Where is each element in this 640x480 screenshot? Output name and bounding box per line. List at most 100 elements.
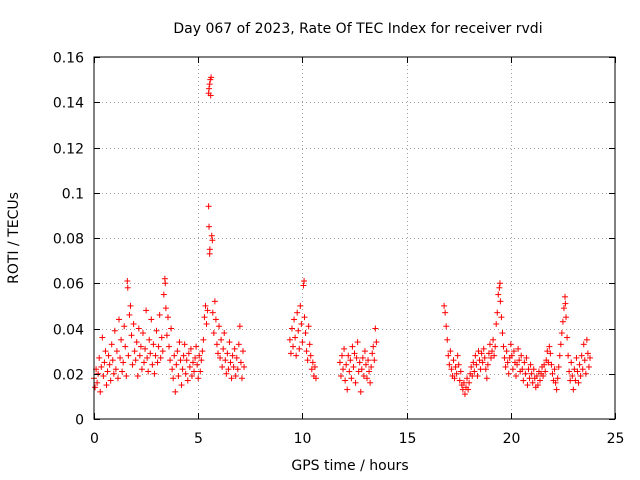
data-point bbox=[569, 373, 576, 380]
data-point bbox=[92, 384, 99, 391]
data-point bbox=[146, 336, 153, 343]
x-tick-label: 5 bbox=[194, 431, 203, 447]
y-tick-label: 0.1 bbox=[62, 187, 84, 203]
data-point bbox=[564, 334, 571, 341]
data-point bbox=[585, 363, 592, 370]
data-point bbox=[370, 343, 377, 350]
data-point bbox=[355, 368, 362, 375]
data-point bbox=[112, 366, 119, 373]
data-point bbox=[128, 332, 135, 339]
data-point bbox=[540, 373, 547, 380]
data-point bbox=[110, 370, 117, 377]
data-point bbox=[286, 336, 293, 343]
y-tick-label: 0.02 bbox=[53, 368, 84, 384]
data-point bbox=[134, 373, 141, 380]
data-point bbox=[229, 352, 236, 359]
data-point bbox=[493, 320, 500, 327]
data-point bbox=[296, 345, 303, 352]
data-point bbox=[305, 323, 312, 330]
data-point bbox=[177, 357, 184, 364]
data-point bbox=[480, 345, 487, 352]
data-point bbox=[481, 354, 488, 361]
data-point bbox=[178, 382, 185, 389]
data-point bbox=[525, 366, 532, 373]
data-point bbox=[461, 391, 468, 398]
data-point bbox=[302, 330, 309, 337]
data-point bbox=[442, 309, 449, 316]
data-point bbox=[460, 379, 467, 386]
data-point bbox=[208, 74, 215, 81]
data-point bbox=[373, 339, 380, 346]
data-point bbox=[582, 370, 589, 377]
data-point bbox=[565, 352, 572, 359]
data-point bbox=[581, 357, 588, 364]
data-point bbox=[291, 316, 298, 323]
data-point bbox=[224, 350, 231, 357]
data-point bbox=[344, 386, 351, 393]
data-point bbox=[156, 311, 163, 318]
data-point bbox=[164, 314, 171, 321]
data-point bbox=[233, 354, 240, 361]
data-point bbox=[341, 345, 348, 352]
data-point bbox=[464, 375, 471, 382]
data-point bbox=[498, 314, 505, 321]
data-point bbox=[360, 373, 367, 380]
y-tick-label: 0.04 bbox=[53, 323, 84, 339]
data-point bbox=[228, 375, 235, 382]
data-point bbox=[230, 363, 237, 370]
data-point bbox=[109, 357, 116, 364]
data-point bbox=[578, 352, 585, 359]
data-point bbox=[577, 373, 584, 380]
data-point bbox=[575, 379, 582, 386]
data-point bbox=[209, 309, 216, 316]
data-point bbox=[504, 359, 511, 366]
data-point bbox=[451, 375, 458, 382]
data-points bbox=[91, 74, 593, 398]
data-point bbox=[345, 352, 352, 359]
data-point bbox=[312, 375, 319, 382]
data-point bbox=[108, 341, 115, 348]
data-point bbox=[221, 330, 228, 337]
data-point bbox=[356, 359, 363, 366]
data-point bbox=[555, 363, 562, 370]
data-point bbox=[570, 386, 577, 393]
data-point bbox=[453, 370, 460, 377]
data-point bbox=[166, 343, 173, 350]
data-point bbox=[499, 330, 506, 337]
data-point bbox=[573, 354, 580, 361]
data-point bbox=[200, 336, 207, 343]
data-point bbox=[188, 373, 195, 380]
data-point bbox=[204, 307, 211, 314]
data-point bbox=[349, 343, 356, 350]
data-point bbox=[346, 368, 353, 375]
data-point bbox=[111, 327, 118, 334]
data-point bbox=[300, 282, 307, 289]
data-point bbox=[207, 92, 214, 99]
data-point bbox=[488, 354, 495, 361]
data-point bbox=[101, 359, 108, 366]
data-point bbox=[343, 361, 350, 368]
data-point bbox=[536, 377, 543, 384]
data-point bbox=[490, 336, 497, 343]
data-point bbox=[503, 348, 510, 355]
data-point bbox=[336, 359, 343, 366]
data-point bbox=[167, 357, 174, 364]
data-point bbox=[185, 350, 192, 357]
data-point bbox=[553, 386, 560, 393]
data-point bbox=[369, 350, 376, 357]
data-point bbox=[571, 366, 578, 373]
data-point bbox=[563, 314, 570, 321]
data-point bbox=[163, 332, 170, 339]
data-point bbox=[556, 352, 563, 359]
data-point bbox=[513, 373, 520, 380]
data-point bbox=[102, 348, 109, 355]
data-point bbox=[145, 368, 152, 375]
y-tick-label: 0.12 bbox=[53, 142, 84, 158]
data-point bbox=[223, 370, 230, 377]
data-point bbox=[106, 361, 113, 368]
data-point bbox=[372, 325, 379, 332]
data-point bbox=[367, 379, 374, 386]
data-point bbox=[119, 368, 126, 375]
data-point bbox=[241, 363, 248, 370]
